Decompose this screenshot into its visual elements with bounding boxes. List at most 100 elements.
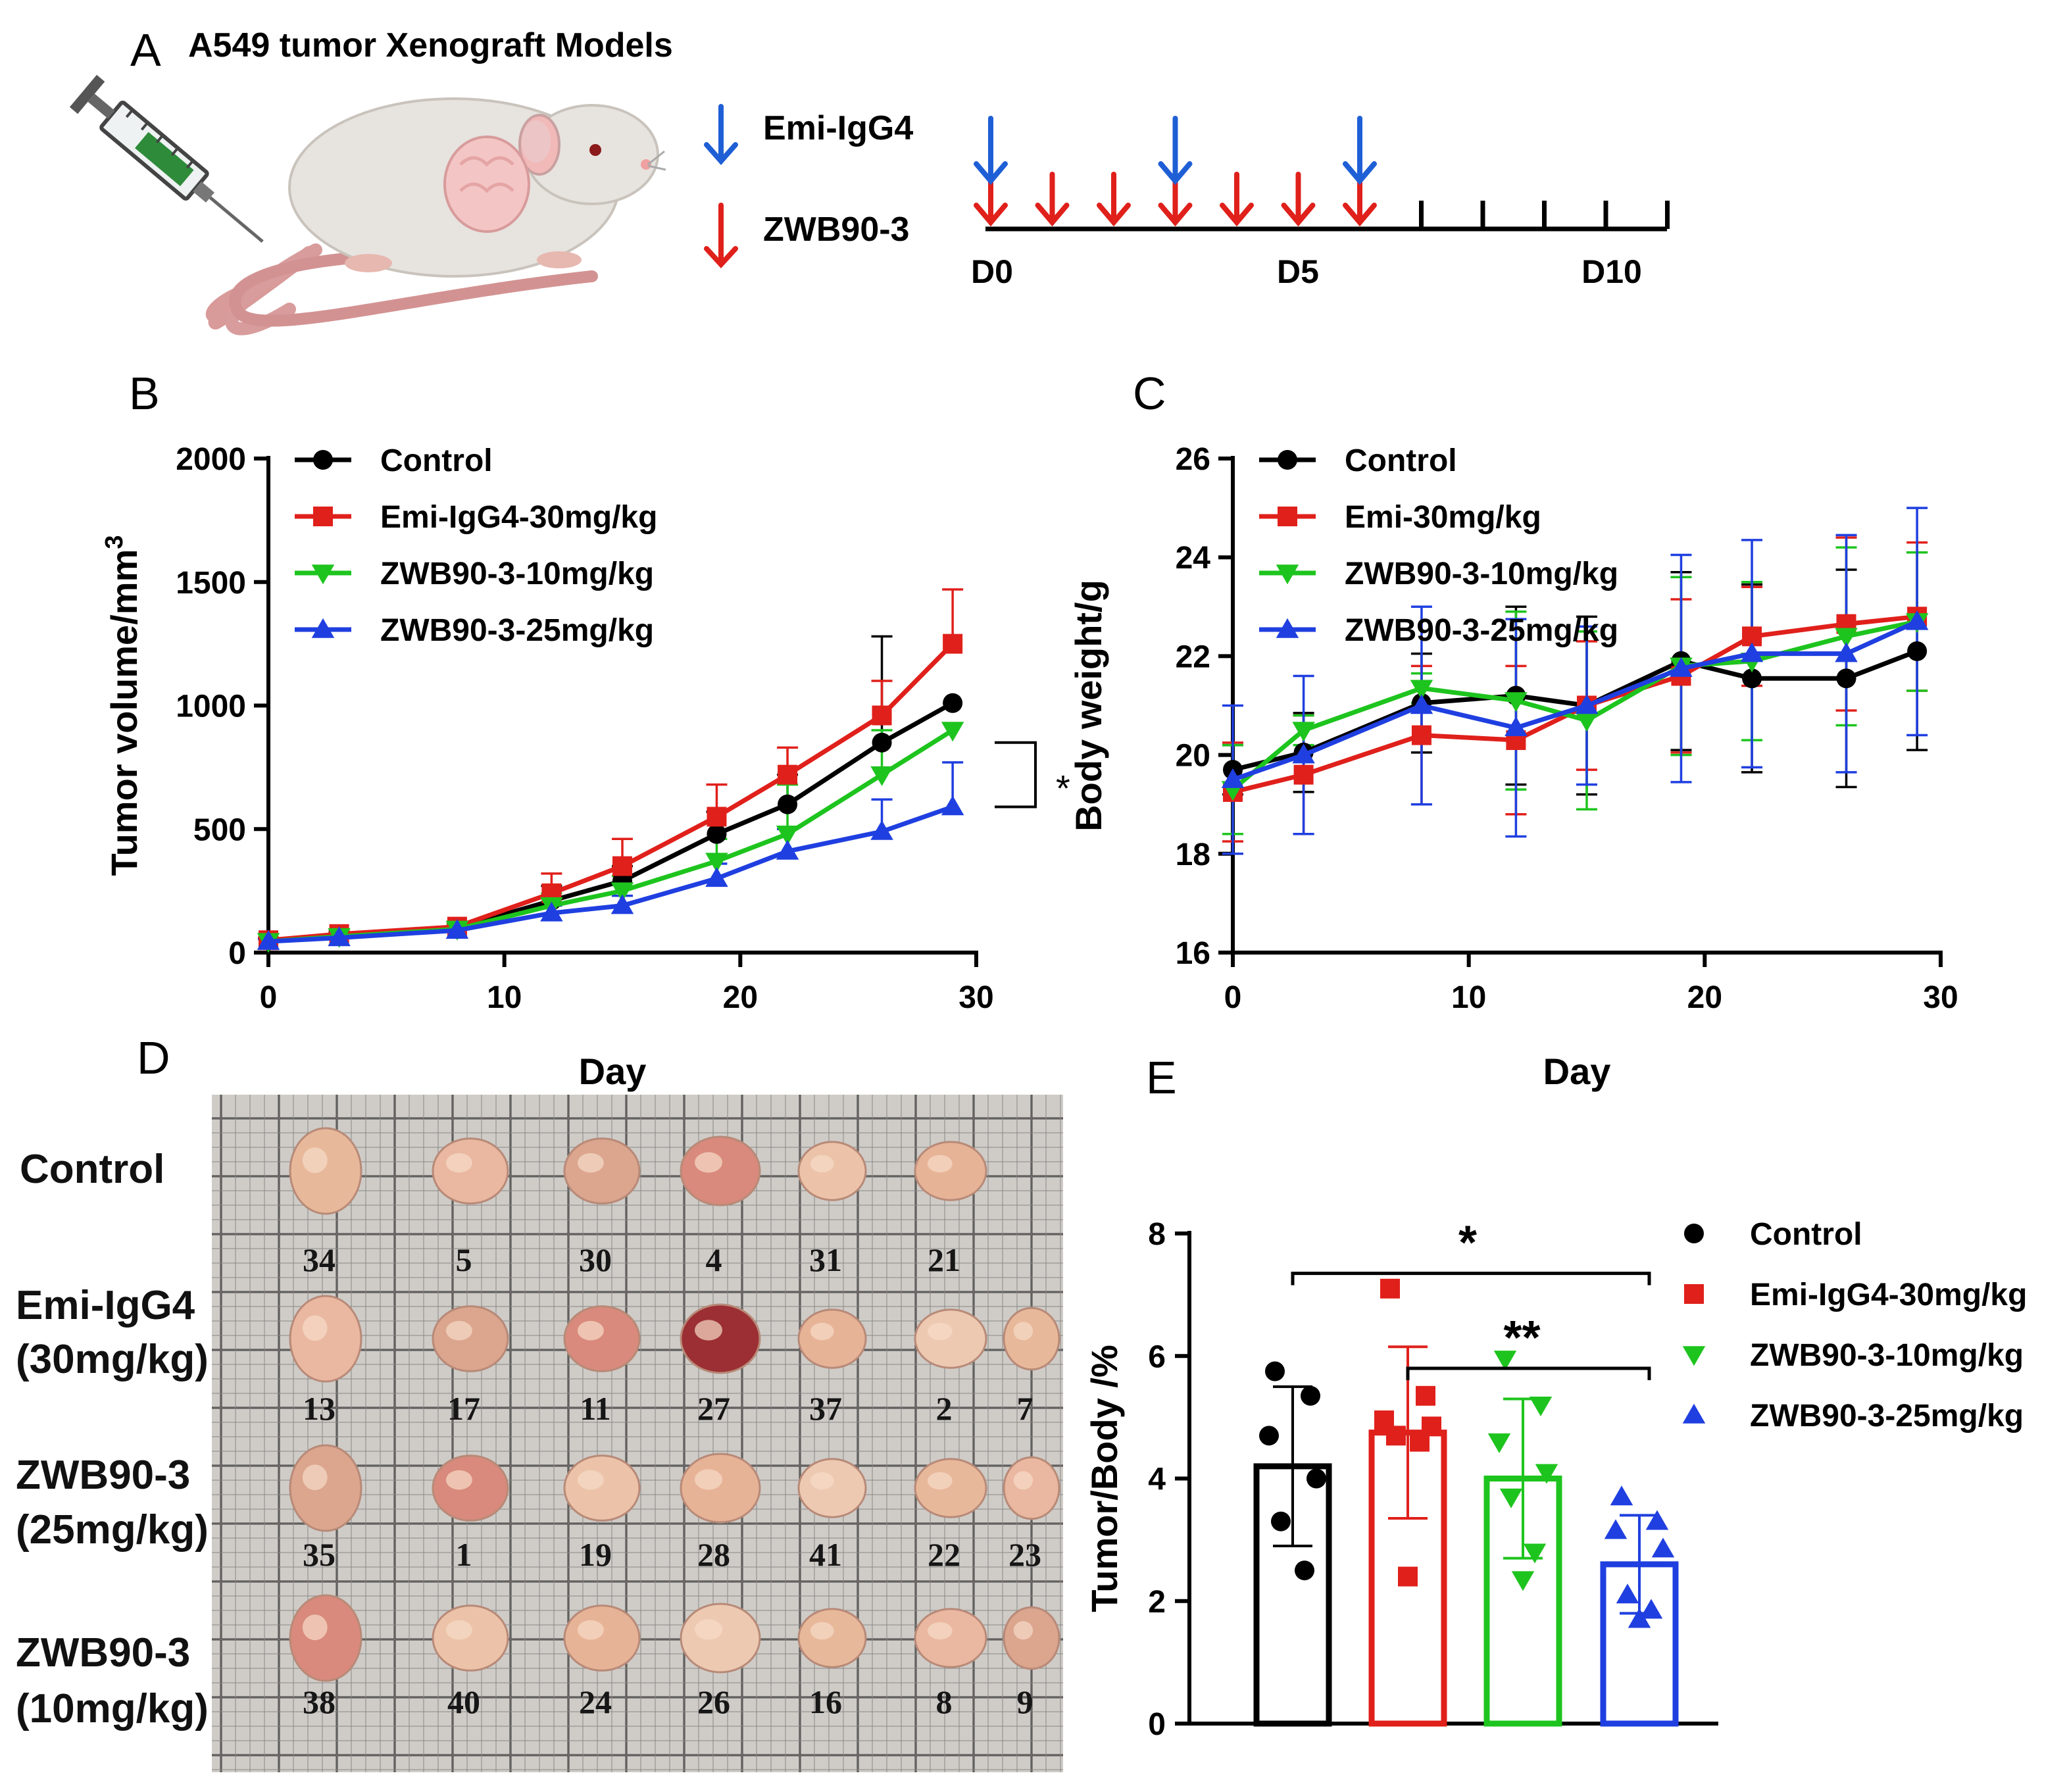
tumor-sample <box>432 1455 509 1522</box>
tumor-highlight <box>302 1147 328 1174</box>
data-point <box>1499 1488 1523 1508</box>
data-point <box>778 794 798 814</box>
data-point <box>540 901 563 922</box>
tumor-highlight <box>810 1322 834 1341</box>
legend-emi-label: Emi-IgG4 <box>763 109 913 147</box>
tumor-id: 2 <box>936 1390 953 1427</box>
tumor-id: 40 <box>447 1683 480 1720</box>
y-tick-label: 22 <box>1176 639 1210 674</box>
y-tick-label: 24 <box>1176 541 1211 576</box>
series-line-3 <box>268 805 954 944</box>
y-axis-title: Tumor/Body /% <box>1083 1345 1125 1612</box>
tumor-id: 17 <box>447 1390 480 1427</box>
panel-b: B 0 500 1000 1500 2000 0 10 20 30 Day Tumor volume… <box>101 368 1070 1092</box>
legend-label: ZWB90-3-10mg/kg <box>380 557 654 591</box>
tumor-sample <box>797 1308 867 1369</box>
tumor-id: 28 <box>697 1536 730 1573</box>
syringe-icon <box>69 74 264 243</box>
x-axis-title: Day <box>579 1051 647 1092</box>
legend-marker <box>311 564 335 585</box>
data-point <box>612 856 632 876</box>
tumor-highlight <box>927 1155 953 1173</box>
legend-marker <box>1278 450 1297 470</box>
y-tick-label: 0 <box>228 936 246 971</box>
row-label: ZWB90-3 <box>16 1630 190 1676</box>
y-tick-label: 1500 <box>176 566 246 601</box>
arrow-head <box>1035 203 1070 227</box>
tumor-sample <box>563 1455 641 1522</box>
tumor-id: 1 <box>456 1536 472 1573</box>
data-point <box>1386 1426 1406 1446</box>
legend-label: ZWB90-3-25mg/kg <box>1345 613 1618 648</box>
x-axis-title: Day <box>1543 1051 1611 1092</box>
tumor-id: 31 <box>809 1241 842 1278</box>
tumor-id: 26 <box>697 1683 730 1720</box>
panel-letter-a: A <box>130 24 161 76</box>
significance-star: * <box>1458 1217 1477 1270</box>
data-point <box>1835 642 1858 662</box>
zwb-dose-arrow <box>1097 172 1131 227</box>
tumor-id: 11 <box>580 1390 610 1427</box>
data-point <box>1651 1537 1675 1558</box>
legend-label: ZWB90-3-25mg/kg <box>1750 1399 2024 1433</box>
tumor-sample <box>680 1603 761 1674</box>
legend-label: Emi-IgG4-30mg/kg <box>1750 1278 2027 1312</box>
x-tick-label: 20 <box>1687 980 1722 1015</box>
tumor-sample <box>563 1137 641 1205</box>
data-point <box>776 839 799 860</box>
arrow-head <box>974 161 1008 186</box>
data-point <box>1487 1433 1511 1453</box>
data-point <box>1265 1361 1285 1381</box>
tumor-highlight <box>577 1320 604 1341</box>
y-tick-label: 16 <box>1176 936 1210 971</box>
legend-label: Emi-30mg/kg <box>1345 500 1541 535</box>
y-tick-label: 4 <box>1148 1462 1166 1497</box>
legend-zwb-label: ZWB90-3 <box>763 211 909 249</box>
y-tick-label: 20 <box>1176 739 1210 774</box>
data-point <box>328 926 351 947</box>
panel-letter-b: B <box>129 368 160 419</box>
data-point <box>1535 1464 1558 1484</box>
tumor-highlight <box>810 1622 834 1640</box>
tumor-id: 19 <box>579 1536 612 1573</box>
tumor-sample <box>914 1308 987 1369</box>
tumor-sample <box>914 1608 987 1668</box>
mouse-icon <box>206 97 666 336</box>
tumor-sample <box>432 1137 509 1205</box>
data-point <box>1416 1385 1435 1406</box>
legend-label: Control <box>1750 1217 1862 1252</box>
tumor-highlight <box>445 1153 472 1173</box>
row-label: ZWB90-3 <box>16 1453 190 1498</box>
y-axis-title: Body weight/g <box>1068 580 1109 832</box>
significance-star: * <box>1056 768 1070 809</box>
tumor-id: 21 <box>928 1241 960 1278</box>
arrow-down-icon <box>704 104 738 166</box>
tumor-id: 38 <box>303 1683 336 1720</box>
panel-letter-c: C <box>1133 368 1166 419</box>
data-point <box>1398 1566 1418 1587</box>
tumor-id: 5 <box>456 1241 472 1278</box>
tumor-sample <box>289 1295 362 1383</box>
tumor-highlight <box>927 1472 953 1490</box>
data-point <box>872 732 892 753</box>
data-point <box>776 826 799 846</box>
tumor-sample <box>680 1453 761 1524</box>
data-point <box>1645 1510 1669 1530</box>
zwb-dose-arrow <box>1035 172 1070 227</box>
dosing-legend: Emi-IgG4 ZWB90-3 <box>704 104 913 268</box>
data-point <box>1604 1519 1628 1539</box>
data-point <box>1670 657 1693 677</box>
arrow-head <box>974 203 1008 227</box>
data-point <box>1907 641 1928 661</box>
panel-c: C 16 18 20 22 24 26 0 10 20 30 Day Body weight/g Con… <box>1068 368 1958 1092</box>
row-label: (10mg/kg) <box>16 1686 209 1731</box>
emi-dose-arrow <box>1158 116 1193 186</box>
data-point <box>705 867 728 887</box>
legend-marker <box>1684 1284 1704 1304</box>
tumor-highlight <box>577 1470 604 1490</box>
legend-marker <box>1684 1224 1704 1243</box>
data-point <box>1905 610 1929 630</box>
tumor-highlight <box>1013 1471 1033 1490</box>
tumor-id: 37 <box>809 1390 842 1427</box>
